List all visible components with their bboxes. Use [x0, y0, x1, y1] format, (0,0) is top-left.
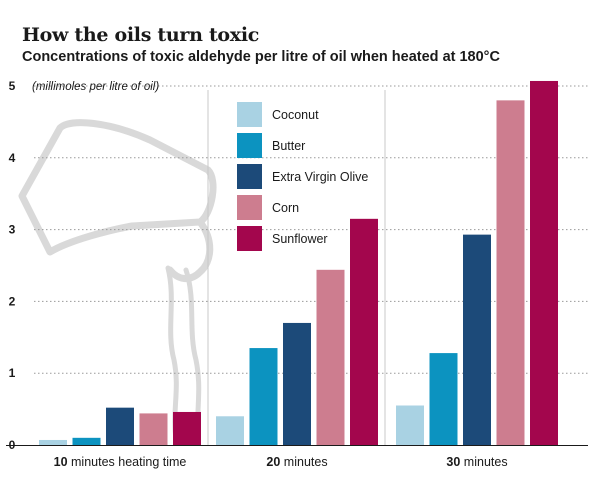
y-axis-unit-label: (millimoles per litre of oil) — [32, 81, 159, 93]
x-tick-label: 30 minutes — [446, 455, 507, 469]
bar-butter — [249, 348, 278, 445]
legend-swatch-extra-virgin-olive — [237, 164, 262, 189]
legend-swatch-butter — [237, 133, 262, 158]
y-tick-label: 5 — [9, 79, 16, 93]
bar-sunflower — [173, 411, 201, 445]
legend-label: Extra Virgin Olive — [272, 170, 368, 184]
y-axis: 012345(millimoles per litre of oil) — [9, 79, 160, 452]
legend-label: Coconut — [272, 108, 319, 122]
legend-label: Corn — [272, 201, 299, 215]
x-tick-label-number: 30 — [446, 455, 460, 469]
bar-sunflower — [530, 80, 558, 445]
bar-butter — [429, 353, 458, 445]
bar-corn — [316, 269, 345, 445]
x-tick-label-number: 10 — [54, 455, 68, 469]
oil-bottle-illustration — [18, 119, 217, 443]
x-axis: 10 minutes heating time 20 minutes 30 minu… — [6, 445, 588, 469]
chart-legend: Coconut Butter Extra Virgin Olive Corn Sunfl… — [237, 102, 368, 251]
x-tick-label-number: 20 — [266, 455, 280, 469]
bottle-neck — [166, 218, 214, 282]
x-tick-label-text: minutes — [280, 455, 327, 469]
bar-coconut — [39, 439, 67, 445]
bar-extra-virgin-olive — [106, 407, 134, 445]
bar-coconut — [216, 416, 244, 445]
legend-label: Sunflower — [272, 232, 328, 246]
x-tick-label: 20 minutes — [266, 455, 327, 469]
bar-series — [39, 80, 558, 446]
bar-corn — [496, 100, 525, 446]
bar-extra-virgin-olive — [463, 234, 491, 445]
legend-swatch-sunflower — [237, 226, 262, 251]
x-tick-label-text: minutes heating time — [68, 455, 187, 469]
y-tick-label: 3 — [9, 223, 16, 237]
bottle-outline — [18, 119, 217, 256]
x-tick-label: 10 minutes heating time — [54, 455, 187, 469]
bar-extra-virgin-olive — [283, 322, 311, 445]
legend-swatch-coconut — [237, 102, 262, 127]
bar-sunflower — [350, 218, 378, 445]
legend-label: Butter — [272, 139, 305, 153]
y-tick-label: 2 — [9, 294, 16, 308]
x-tick-label-text: minutes — [460, 455, 507, 469]
y-tick-label: 4 — [9, 151, 16, 165]
chart-subtitle: Concentrations of toxic aldehyde per lit… — [22, 49, 500, 65]
bar-butter — [72, 437, 101, 445]
y-tick-label: 1 — [9, 366, 16, 380]
bar-coconut — [396, 405, 424, 445]
bar-corn — [139, 413, 168, 445]
legend-swatch-corn — [237, 195, 262, 220]
chart-title: How the oils turn toxic — [22, 24, 260, 46]
